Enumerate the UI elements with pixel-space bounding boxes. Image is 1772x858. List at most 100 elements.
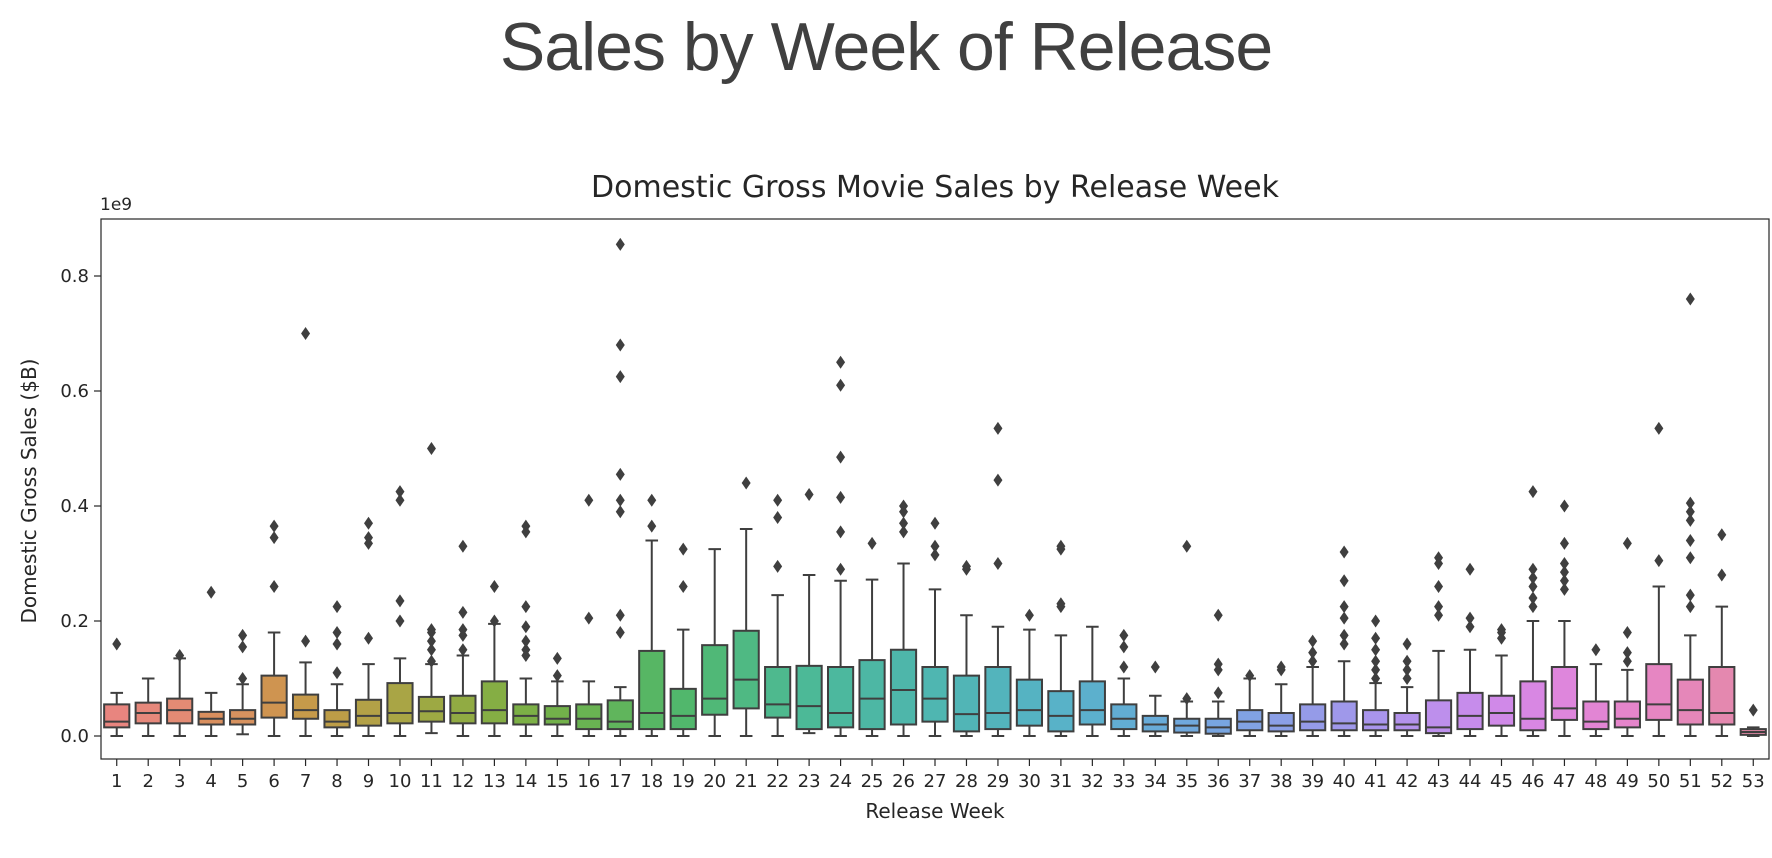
x-tick-label: 38 <box>1270 771 1293 792</box>
outlier-point <box>1339 600 1349 614</box>
x-tick-label: 10 <box>389 771 412 792</box>
outlier-point <box>678 542 688 556</box>
outlier-point <box>899 516 909 530</box>
box-iqr <box>1550 666 1579 721</box>
outlier-point <box>1622 536 1632 550</box>
box-week-33 <box>1110 628 1138 737</box>
x-tick-label: 42 <box>1396 771 1419 792</box>
x-tick-label: 30 <box>1018 771 1041 792</box>
box-week-13 <box>480 580 508 737</box>
outlier-point <box>1559 582 1569 596</box>
outlier-point <box>364 631 374 645</box>
outlier-point <box>930 548 940 562</box>
outlier-point <box>395 485 405 499</box>
outlier-point <box>930 539 940 553</box>
box-week-49 <box>1613 536 1641 737</box>
box-iqr <box>1267 712 1295 733</box>
box-week-37 <box>1236 669 1264 737</box>
box-week-48 <box>1582 643 1610 737</box>
y-tick-label: 0.0 <box>60 726 89 747</box>
outlier-point <box>521 620 531 634</box>
box-iqr <box>1393 712 1421 732</box>
outlier-point <box>426 623 436 637</box>
box-week-46 <box>1519 485 1547 737</box>
outlier-point <box>364 516 374 530</box>
outlier-point <box>836 450 846 464</box>
outlier-point <box>615 493 625 507</box>
x-tick-label: 44 <box>1459 771 1482 792</box>
x-tick-label: 21 <box>735 771 758 792</box>
outlier-point <box>521 519 531 533</box>
outlier-point <box>1402 672 1412 685</box>
outlier-point <box>112 637 122 651</box>
box-week-24 <box>826 355 855 737</box>
x-tick-label: 53 <box>1742 771 1765 792</box>
box-week-38 <box>1267 660 1295 737</box>
outlier-point <box>1119 628 1129 642</box>
x-tick-label: 9 <box>363 771 374 792</box>
outlier-point <box>521 600 531 614</box>
box-week-43 <box>1424 551 1453 737</box>
box-week-2 <box>134 677 162 737</box>
box-week-44 <box>1456 562 1484 737</box>
outlier-point <box>1371 663 1381 677</box>
outlier-point <box>836 562 846 576</box>
outlier-point <box>1024 608 1034 622</box>
box-week-36 <box>1204 608 1232 737</box>
box-week-3 <box>166 649 194 737</box>
outlier-point <box>332 626 342 639</box>
x-tick-label: 46 <box>1522 771 1545 792</box>
boxes <box>103 237 1767 737</box>
box-iqr <box>1204 717 1232 735</box>
box-iqr <box>1613 700 1641 729</box>
outlier-point <box>1559 499 1569 513</box>
outlier-point <box>1654 554 1664 568</box>
outlier-point <box>1339 574 1349 588</box>
x-tick-label: 48 <box>1584 771 1607 792</box>
box-iqr <box>701 644 729 716</box>
outlier-point <box>332 600 342 614</box>
y-tick-label: 0.6 <box>60 381 89 402</box>
outlier-point <box>1465 620 1475 634</box>
x-tick-label: 41 <box>1364 771 1387 792</box>
box-iqr <box>1519 680 1547 732</box>
x-tick-label: 35 <box>1175 771 1198 792</box>
outlier-point <box>1685 292 1695 306</box>
x-tick-label: 34 <box>1144 771 1167 792</box>
box-week-35 <box>1173 539 1201 737</box>
outlier-point <box>1402 654 1412 668</box>
outlier-point <box>773 559 783 573</box>
box-iqr <box>323 709 351 729</box>
x-tick-label: 27 <box>924 771 947 792</box>
outlier-point <box>395 614 405 628</box>
x-tick-label: 16 <box>577 771 600 792</box>
outlier-point <box>1339 611 1349 625</box>
box-week-42 <box>1393 637 1421 737</box>
x-tick-label: 22 <box>766 771 789 792</box>
box-iqr <box>921 666 949 723</box>
outlier-point <box>1622 626 1632 639</box>
x-tick-label: 40 <box>1333 771 1356 792</box>
outlier-point <box>773 493 783 507</box>
outlier-point <box>836 490 846 504</box>
outlier-point <box>615 626 625 639</box>
y-axis-label: Domestic Gross Sales ($B) <box>17 359 41 624</box>
box-iqr <box>260 674 288 719</box>
x-tick-label: 29 <box>986 771 1009 792</box>
outlier-point <box>552 669 562 683</box>
box-iqr <box>764 666 792 719</box>
box-week-18 <box>638 493 666 737</box>
outlier-point <box>1528 562 1538 576</box>
box-week-25 <box>858 536 886 737</box>
outlier-point <box>426 643 436 657</box>
plot-frame <box>100 218 1770 760</box>
outlier-point <box>1308 646 1318 660</box>
box-iqr <box>1487 694 1516 727</box>
outlier-point <box>1371 631 1381 645</box>
outlier-point <box>584 493 594 507</box>
box-iqr <box>1676 678 1704 726</box>
outlier-point <box>395 493 405 507</box>
x-tick-label: 6 <box>268 771 279 792</box>
box-week-27 <box>921 516 949 737</box>
box-week-53 <box>1739 703 1767 737</box>
